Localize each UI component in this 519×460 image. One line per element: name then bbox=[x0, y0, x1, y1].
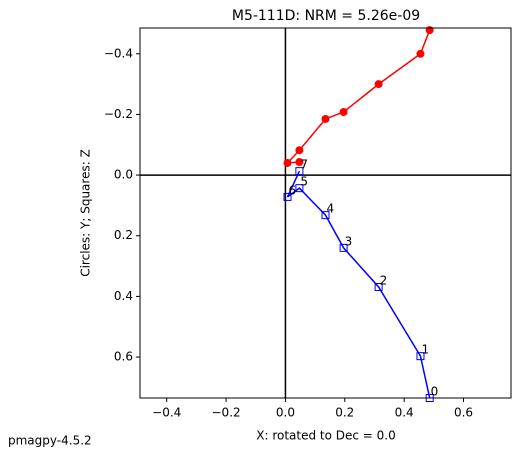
series-line bbox=[286, 170, 431, 399]
chart-title: M5-111D: NRM = 5.26e-09 bbox=[232, 8, 420, 24]
circle-marker bbox=[374, 80, 383, 89]
square-marker bbox=[283, 192, 292, 201]
x-tick-label: −0.4 bbox=[152, 406, 181, 420]
point-label: 4 bbox=[327, 202, 335, 216]
circle-marker bbox=[339, 108, 348, 117]
point-label: 7 bbox=[300, 158, 308, 172]
point-label: 2 bbox=[380, 274, 388, 288]
y-tick-label: 0.4 bbox=[114, 289, 133, 303]
y-tick-label: 0.6 bbox=[114, 350, 133, 364]
x-tick-label: 0.0 bbox=[276, 406, 295, 420]
circle-marker bbox=[321, 114, 330, 123]
square-marker bbox=[321, 211, 330, 220]
point-label: 5 bbox=[300, 175, 308, 189]
circle-marker bbox=[295, 146, 304, 155]
square-marker bbox=[374, 283, 383, 291]
x-tick-label: 0.4 bbox=[395, 406, 414, 420]
square-marker bbox=[295, 184, 304, 193]
circle-marker bbox=[283, 158, 292, 167]
square-marker bbox=[416, 352, 425, 361]
point-label: 3 bbox=[345, 234, 353, 248]
x-tick-label: −0.2 bbox=[212, 406, 241, 420]
y-tick-label: 0.0 bbox=[114, 168, 133, 182]
x-tick-label: 0.2 bbox=[335, 406, 354, 420]
y-axis-label: Circles: Y; Squares: Z bbox=[79, 149, 93, 277]
circle-marker bbox=[425, 26, 434, 35]
point-label: 6 bbox=[289, 183, 297, 197]
series-line bbox=[285, 29, 431, 164]
circle-marker bbox=[416, 49, 425, 58]
footer: pmagpy-4.5.2 bbox=[8, 434, 92, 448]
square-marker bbox=[339, 243, 348, 252]
point-label: 0 bbox=[431, 385, 439, 399]
square-marker bbox=[295, 167, 304, 176]
x-tick-label: 0.6 bbox=[454, 406, 473, 420]
y-tick-label: 0.2 bbox=[114, 228, 133, 242]
y-tick-label: −0.4 bbox=[104, 46, 133, 60]
point-label: 1 bbox=[421, 343, 429, 357]
plot-frame bbox=[139, 27, 512, 399]
y-tick-label: −0.2 bbox=[104, 107, 133, 121]
x-axis-label: X: rotated to Dec = 0.0 bbox=[256, 429, 396, 443]
circle-marker bbox=[295, 158, 304, 167]
